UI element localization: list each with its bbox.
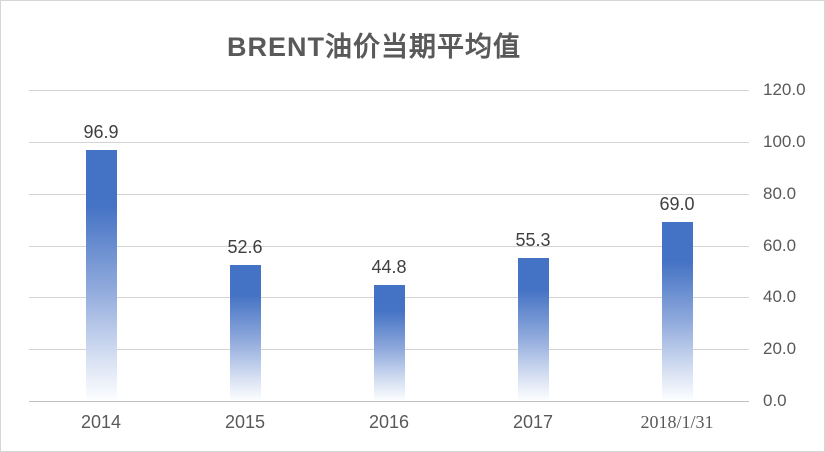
data-label: 44.8 [371, 256, 407, 277]
plot-area: 96.9 52.6 44.8 55.3 69.0 [29, 90, 749, 402]
y-tick-label: 20.0 [763, 339, 797, 359]
data-label: 96.9 [83, 121, 119, 142]
x-tick-label: 2017 [512, 412, 554, 432]
gridline [29, 193, 749, 195]
y-tick-label: 120.0 [763, 80, 806, 99]
x-tick-label: 2014 [80, 412, 122, 432]
bar-2018/1/31 [661, 222, 693, 401]
bar-2015 [229, 264, 261, 401]
x-axis-line [29, 401, 749, 402]
y-tick-label: 100.0 [763, 131, 806, 151]
chart-title: BRENT油价当期平均值 [227, 32, 521, 62]
gridline [29, 141, 749, 143]
bar-2017 [517, 257, 549, 401]
y-tick-label: 80.0 [763, 183, 797, 203]
data-label: 52.6 [227, 236, 263, 257]
y-tick-label: 60.0 [763, 235, 797, 255]
y-tick-label: 40.0 [763, 287, 797, 307]
data-label: 69.0 [659, 194, 695, 215]
bar-2016 [373, 284, 405, 401]
x-tick-label: 2016 [368, 412, 410, 432]
y-tick-label: 0.0 [763, 391, 787, 410]
gridline [29, 245, 749, 247]
x-tick-label: 2015 [224, 412, 266, 432]
bar-2014 [85, 149, 117, 401]
data-label: 55.3 [515, 229, 551, 250]
gridline [29, 90, 749, 91]
x-tick-label: 2018/1/31 [640, 412, 714, 432]
